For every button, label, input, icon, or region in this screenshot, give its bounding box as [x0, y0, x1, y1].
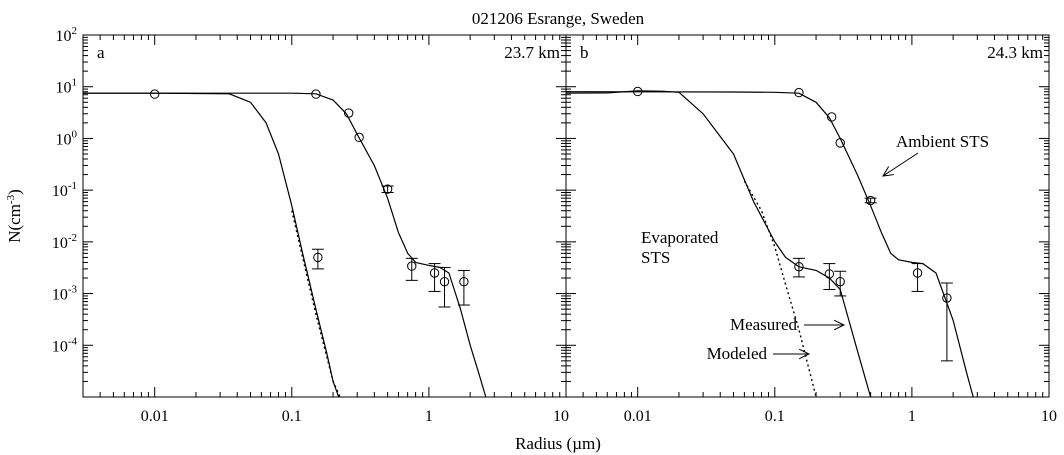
- x-tick-label: 0.1: [282, 408, 302, 425]
- data-point: [407, 261, 417, 271]
- series-line-measured-2: [83, 92, 487, 397]
- panel-b: 0.01 0.1 1 10 b 24.3 km Ambient STS Evaporated S…: [565, 34, 1057, 425]
- data-point: [459, 276, 469, 287]
- data-point: [835, 276, 845, 287]
- x-axis-label: Radius (µm): [515, 434, 601, 453]
- data-point: [632, 86, 643, 97]
- series-line-modeled-1: [743, 180, 817, 397]
- annotation-arrowhead-modeled: [798, 348, 811, 360]
- x-tick-label: 10: [553, 408, 569, 425]
- data-point: [429, 268, 440, 278]
- panel-label: a: [97, 43, 105, 62]
- y-tick-label: 10-2: [52, 232, 77, 252]
- data-point: [912, 268, 923, 278]
- data-point: [439, 276, 450, 287]
- panel-a: 0.01 0.1 1 10 102 101 100 10-1 10-2 10-3 10-4 a 23.7…: [52, 25, 569, 425]
- figure-title: 021206 Esrange, Sweden: [472, 9, 645, 28]
- data-point: [942, 293, 952, 303]
- panel-label: b: [580, 43, 589, 62]
- y-tick-label: 100: [56, 128, 78, 148]
- series-line-measured-0: [566, 90, 872, 397]
- x-tick-label: 0.01: [141, 408, 169, 425]
- data-point: [865, 195, 876, 206]
- data-point: [826, 112, 837, 122]
- x-tick-label: 10: [1041, 408, 1057, 425]
- annotation-measured: Measured: [730, 315, 798, 334]
- data-point: [311, 89, 321, 99]
- annotation-arrowhead-measured: [833, 319, 846, 331]
- annotation-ambient: Ambient STS: [896, 132, 989, 151]
- y-tick-label: 101: [56, 77, 78, 97]
- annotation-modeled: Modeled: [707, 344, 768, 363]
- x-tick-label: 0.1: [765, 408, 785, 425]
- x-tick-label: 1: [425, 408, 433, 425]
- data-point: [824, 269, 835, 279]
- data-point: [794, 87, 804, 98]
- y-tick-label: 10-1: [52, 180, 77, 200]
- altitude-label: 23.7 km: [504, 43, 560, 62]
- altitude-label: 24.3 km: [987, 43, 1043, 62]
- annotation-arrowhead-ambient: [882, 166, 894, 177]
- data-point: [382, 184, 393, 194]
- data-point: [835, 138, 845, 148]
- x-tick-label: 0.01: [624, 408, 652, 425]
- data-point: [313, 252, 323, 263]
- data-point: [343, 108, 354, 118]
- data-point: [149, 89, 160, 99]
- y-tick-label: 102: [56, 25, 78, 45]
- y-tick-label: 10-3: [52, 284, 78, 304]
- x-tick-label: 1: [908, 408, 916, 425]
- data-point: [354, 132, 364, 143]
- y-axis-label: N(cm-3): [5, 189, 24, 243]
- annotation-evaporated: Evaporated STS: [641, 228, 719, 267]
- annotation-arrow-ambient: [882, 152, 919, 177]
- data-point: [794, 262, 804, 272]
- plot-frame: [565, 34, 1050, 398]
- y-tick-label: 10-4: [52, 335, 78, 355]
